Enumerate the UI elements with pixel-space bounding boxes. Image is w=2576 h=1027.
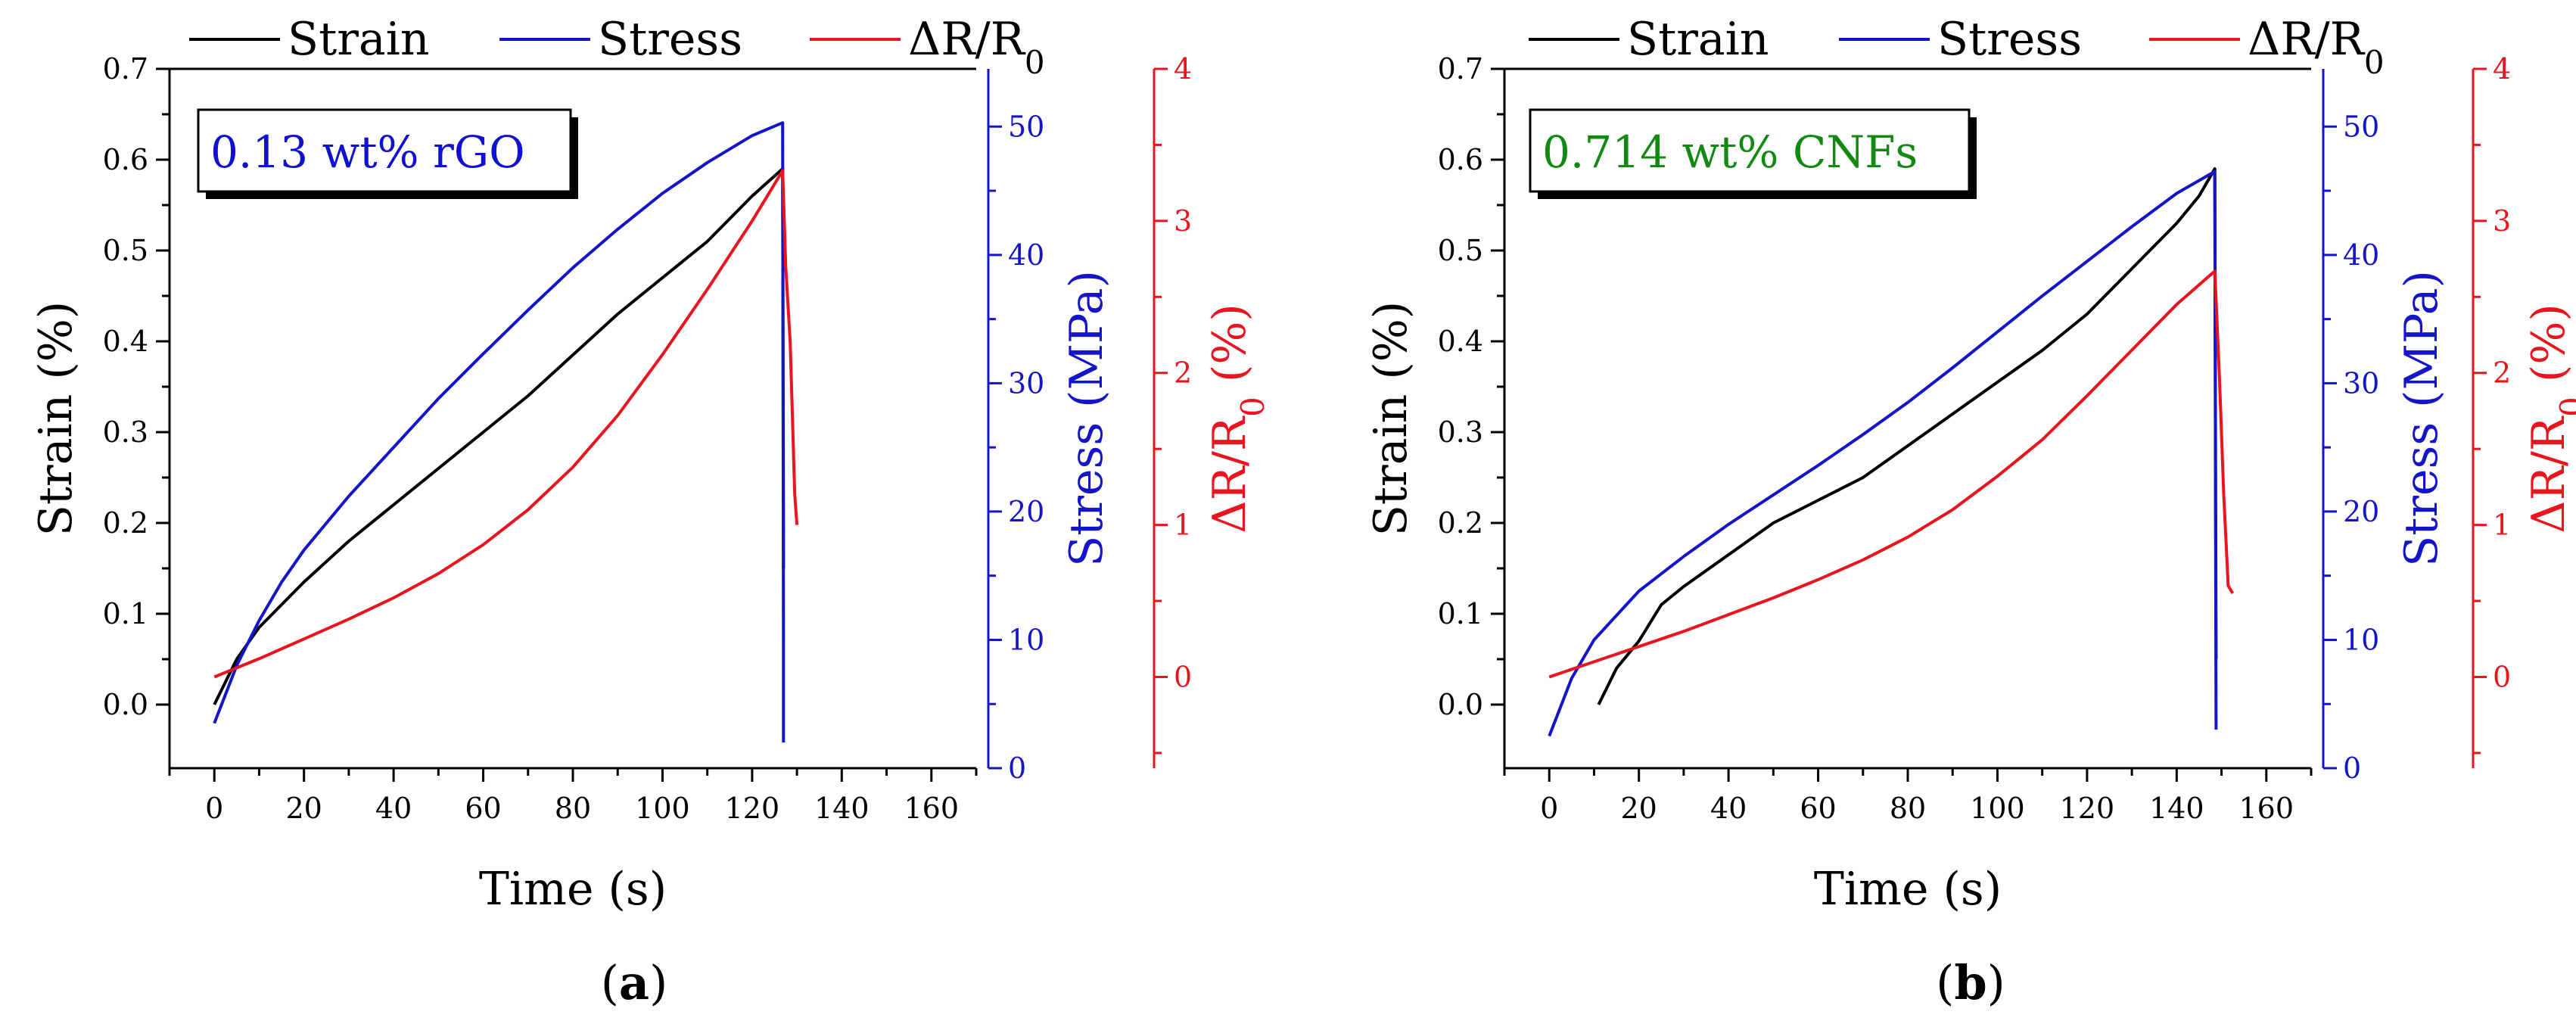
x-tick-label: 140 xyxy=(814,792,870,825)
legend-label: Strain xyxy=(288,13,430,66)
strain-tick-label: 0.0 xyxy=(103,688,148,721)
resistance-tick-label: 3 xyxy=(2493,204,2511,238)
strain-tick-label: 0.5 xyxy=(1438,234,1483,267)
annotation-box xyxy=(197,108,572,193)
x-tick-label: 160 xyxy=(2239,792,2294,825)
resistance-tick-label: 4 xyxy=(1174,52,1192,86)
resistance-tick-label: 1 xyxy=(2493,509,2511,542)
resistance-axis-title: ΔR/R0 (%) xyxy=(2522,303,2576,534)
stress-tick-label: 50 xyxy=(1008,110,1044,143)
legend-label: Stress xyxy=(1937,13,2082,66)
stress-tick-label: 20 xyxy=(2343,495,2379,528)
annotation-label: 0.714 wt% CNFs xyxy=(1542,126,1918,178)
strain-tick-label: 0.0 xyxy=(1438,688,1483,721)
x-tick-label: 120 xyxy=(2060,792,2115,825)
stress-tick-label: 10 xyxy=(1008,623,1044,656)
resistance-tick-label: 2 xyxy=(2493,356,2511,390)
x-tick-label: 100 xyxy=(635,792,690,825)
legend-label: ΔR/R0 xyxy=(2248,13,2385,81)
x-tick-label: 40 xyxy=(375,792,412,825)
panel-label: (b) xyxy=(1936,955,2005,1010)
strain-tick-label: 0.3 xyxy=(103,415,148,449)
strain-tick-label: 0.7 xyxy=(103,52,148,86)
stress-axis-title: Stress (MPa) xyxy=(1060,270,1113,567)
x-tick-label: 20 xyxy=(1620,792,1657,825)
x-tick-label: 80 xyxy=(1890,792,1926,825)
x-tick-label: 160 xyxy=(904,792,960,825)
stress-tick-label: 30 xyxy=(1008,366,1044,400)
x-tick-label: 140 xyxy=(2149,792,2204,825)
x-tick-label: 80 xyxy=(555,792,591,825)
x-tick-label: 20 xyxy=(285,792,322,825)
series-line-stress xyxy=(1548,170,2218,737)
series-line-resistance xyxy=(1548,269,2235,679)
series-line-stress xyxy=(213,121,786,743)
resistance-tick-label: 4 xyxy=(2493,52,2511,86)
series-line-strain xyxy=(1597,167,2218,705)
resistance-axis-title: ΔR/R0 (%) xyxy=(1203,303,1271,534)
x-tick-label: 40 xyxy=(1710,792,1747,825)
series-line-strain xyxy=(213,167,786,705)
strain-tick-label: 0.6 xyxy=(1438,143,1483,176)
stress-tick-label: 0 xyxy=(1008,752,1026,785)
stress-tick-label: 10 xyxy=(2343,623,2379,656)
legend: Strain Stress ΔR/R0 xyxy=(189,13,1045,81)
strain-tick-label: 0.6 xyxy=(103,143,148,176)
x-tick-label: 100 xyxy=(1970,792,2025,825)
resistance-tick-label: 2 xyxy=(1174,356,1192,390)
stress-tick-label: 40 xyxy=(2343,238,2379,272)
stress-tick-label: 30 xyxy=(2343,366,2379,400)
x-tick-label: 60 xyxy=(465,792,501,825)
strain-tick-label: 0.1 xyxy=(1438,597,1483,630)
stress-tick-label: 50 xyxy=(2343,110,2379,143)
stress-axis-title: Stress (MPa) xyxy=(2395,270,2448,567)
chart-panel-a: 0 20 40 60 80 100 120 140 1600.00.10.20.30.40.50… xyxy=(30,13,1271,1010)
resistance-tick-label: 1 xyxy=(1174,509,1192,542)
strain-axis-title: Strain (%) xyxy=(30,301,82,536)
resistance-tick-label: 0 xyxy=(1174,660,1192,693)
chart-panel-b: 0 20 40 60 80 100 120 140 1600.00.10.20.30.40.50… xyxy=(1364,13,2576,1010)
strain-tick-label: 0.5 xyxy=(103,234,148,267)
x-tick-label: 0 xyxy=(1540,792,1558,825)
annotation-box xyxy=(1529,108,1971,193)
legend: Strain Stress ΔR/R0 xyxy=(1529,13,2385,81)
stress-tick-label: 20 xyxy=(1008,495,1044,528)
strain-tick-label: 0.2 xyxy=(103,506,148,540)
x-tick-label: 0 xyxy=(205,792,223,825)
time-axis-title: Time (s) xyxy=(1814,863,2002,916)
strain-tick-label: 0.2 xyxy=(1438,506,1483,540)
x-tick-label: 120 xyxy=(725,792,780,825)
strain-tick-label: 0.4 xyxy=(1438,325,1483,358)
resistance-tick-label: 3 xyxy=(1174,204,1192,238)
stress-tick-label: 40 xyxy=(1008,238,1044,272)
legend-label: Stress xyxy=(598,13,742,66)
panel-label: (a) xyxy=(601,955,668,1010)
time-axis-title: Time (s) xyxy=(479,863,667,916)
stress-tick-label: 0 xyxy=(2343,752,2361,785)
annotation-label: 0.13 wt% rGO xyxy=(210,126,525,178)
strain-tick-label: 0.7 xyxy=(1438,52,1483,86)
legend-label: ΔR/R0 xyxy=(908,13,1045,81)
strain-tick-label: 0.1 xyxy=(103,597,148,630)
series-line-resistance xyxy=(213,169,799,679)
strain-tick-label: 0.4 xyxy=(103,325,148,358)
strain-tick-label: 0.3 xyxy=(1438,415,1483,449)
x-tick-label: 60 xyxy=(1800,792,1836,825)
legend-label: Strain xyxy=(1627,13,1769,66)
resistance-tick-label: 0 xyxy=(2493,660,2511,693)
strain-axis-title: Strain (%) xyxy=(1364,301,1417,536)
